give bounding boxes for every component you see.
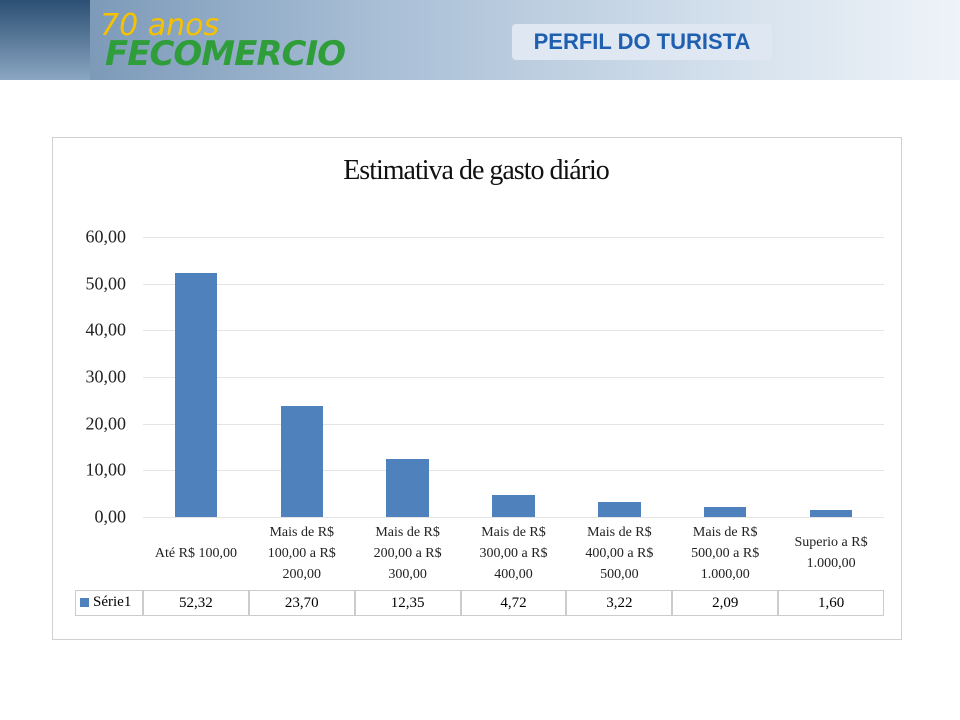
legend-label: Série1 bbox=[93, 594, 132, 610]
y-tick-label: 10,00 bbox=[85, 459, 127, 480]
grid-line bbox=[143, 330, 884, 332]
bar bbox=[704, 507, 747, 517]
y-tick-label: 20,00 bbox=[85, 413, 127, 434]
building-image bbox=[0, 0, 90, 80]
bar bbox=[809, 509, 853, 517]
legend-swatch bbox=[80, 598, 89, 607]
logo-year: 70 anos bbox=[100, 8, 220, 43]
table-row-left-border bbox=[75, 590, 143, 616]
bar bbox=[598, 501, 641, 517]
value-label: 12,35 bbox=[354, 590, 461, 616]
bar bbox=[386, 459, 429, 517]
value-label: 1,60 bbox=[778, 590, 884, 616]
x-tick-label: Superio a R$ 1.000,00 bbox=[794, 535, 868, 571]
y-tick-label: 50,00 bbox=[85, 273, 127, 294]
x-tick-label: Mais de R$ 200,00 a R$ 300,00 bbox=[373, 524, 442, 582]
grid-line bbox=[143, 470, 884, 472]
y-tick-label: 40,00 bbox=[85, 319, 127, 340]
x-tick-label: Mais de R$ 100,00 a R$ 200,00 bbox=[267, 524, 336, 582]
header-title: PERFIL DO TURISTA bbox=[512, 24, 772, 60]
x-tick-label: Mais de R$ 500,00 a R$ 1.000,00 bbox=[691, 524, 760, 582]
bar bbox=[492, 494, 535, 517]
value-label: 52,32 bbox=[143, 590, 249, 616]
y-tick-label: 30,00 bbox=[85, 366, 127, 387]
chart-frame bbox=[52, 137, 902, 640]
bar bbox=[280, 406, 323, 517]
value-label: 3,22 bbox=[566, 590, 673, 616]
chart-title: Estimativa de gasto diário bbox=[343, 155, 610, 186]
header-band: 70 anos FECOMERCIO PERFIL DO TURISTA bbox=[0, 0, 960, 80]
grid-line bbox=[143, 423, 884, 425]
x-tick-label: Mais de R$ 400,00 a R$ 500,00 bbox=[585, 524, 654, 582]
y-tick-label: 60,00 bbox=[85, 226, 127, 247]
grid-line bbox=[143, 517, 884, 518]
y-tick-label: 0,00 bbox=[94, 506, 127, 527]
x-tick-label: Até R$ 100,00 bbox=[154, 545, 237, 561]
grid-line bbox=[143, 237, 884, 238]
value-label: 2,09 bbox=[672, 590, 779, 616]
value-label: 23,70 bbox=[248, 590, 355, 616]
grid-line bbox=[143, 377, 884, 378]
value-label: 4,72 bbox=[460, 590, 567, 616]
bar bbox=[174, 272, 218, 517]
x-tick-label: Mais de R$ 300,00 a R$ 400,00 bbox=[479, 524, 548, 582]
grid-line bbox=[143, 283, 884, 285]
logo-name: FECOMERCIO bbox=[105, 34, 346, 74]
